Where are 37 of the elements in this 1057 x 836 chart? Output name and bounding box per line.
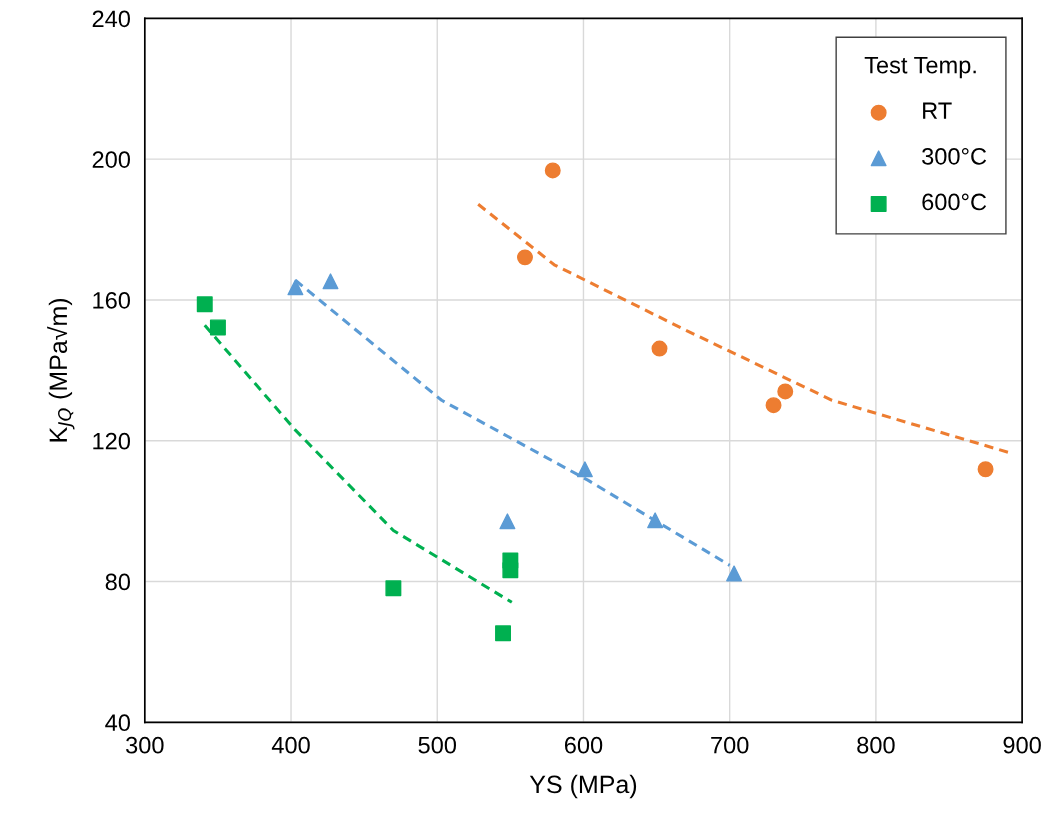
point xyxy=(385,580,402,597)
point xyxy=(287,279,304,296)
point xyxy=(977,461,994,478)
legend-label: 300°C xyxy=(922,147,987,165)
point xyxy=(651,340,668,357)
y-tick-label: 80 xyxy=(105,573,130,591)
point xyxy=(502,562,519,579)
point xyxy=(495,625,512,642)
point xyxy=(647,512,664,529)
x-tick-label: 400 xyxy=(271,736,310,754)
y-tick-label: 200 xyxy=(92,151,130,168)
y-tick-label: 240 xyxy=(92,10,130,28)
point xyxy=(196,296,213,313)
point xyxy=(516,249,533,266)
legend-label: RT xyxy=(923,102,952,119)
x-tick-label: 500 xyxy=(418,736,457,754)
point xyxy=(765,397,782,414)
point xyxy=(322,273,339,290)
legend-title: Test Temp. xyxy=(864,56,976,79)
line-series xyxy=(203,323,514,604)
y-tick-label: 160 xyxy=(93,292,130,309)
point xyxy=(209,319,226,336)
x-tick-label: 300 xyxy=(126,736,164,754)
x-tick-label: 900 xyxy=(1003,736,1041,754)
point xyxy=(544,162,561,179)
x-tick-label: 700 xyxy=(711,736,749,754)
x-tick-label: 800 xyxy=(857,736,895,754)
point xyxy=(576,461,593,478)
x-tick-label: 600 xyxy=(564,736,603,754)
x-axis-title: YS (MPa) xyxy=(529,774,637,799)
legend-label: 600°C xyxy=(922,193,987,211)
point xyxy=(726,565,743,582)
point xyxy=(777,383,794,400)
point xyxy=(499,513,516,530)
y-tick-label: 40 xyxy=(105,714,130,732)
y-tick-label: 120 xyxy=(93,432,130,450)
y-axis-title: K$_{JQ}$ (MPa√m) xyxy=(47,298,75,442)
